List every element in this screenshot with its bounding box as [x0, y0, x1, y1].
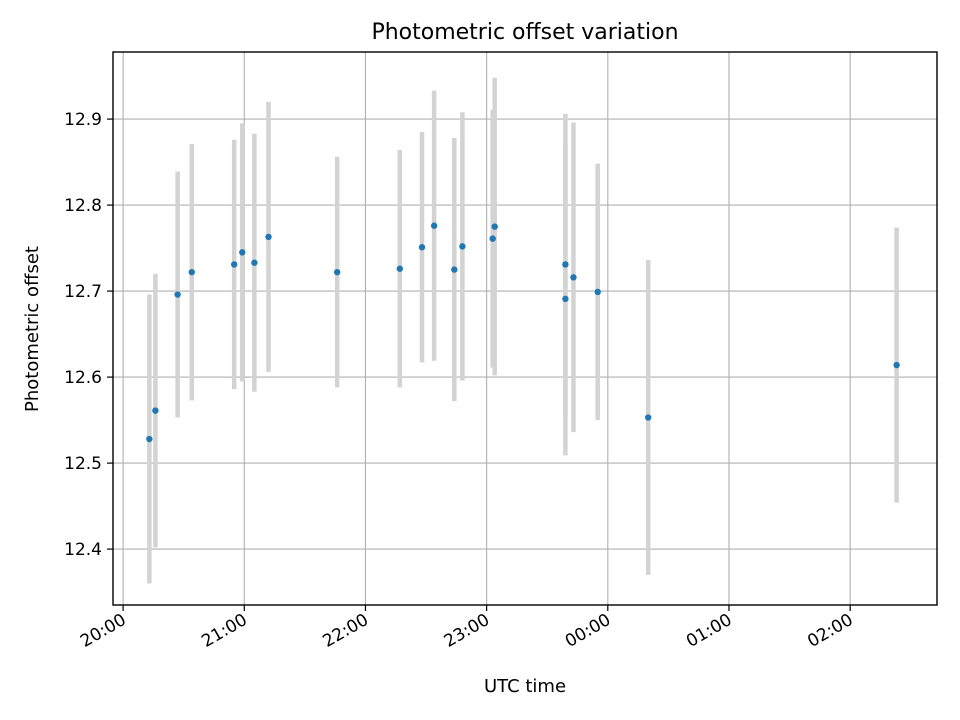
y-tick-label: 12.8: [64, 196, 102, 216]
data-point: [418, 244, 426, 251]
data-point: [491, 223, 498, 230]
y-tick-label: 12.6: [64, 368, 102, 388]
y-tick-label: 12.5: [64, 454, 102, 474]
data-point: [230, 261, 238, 268]
x-tick-label: 02:00: [804, 610, 856, 652]
y-tick-label: 12.7: [64, 282, 102, 302]
x-tick-label: 22:00: [320, 610, 372, 652]
data-point: [893, 361, 900, 369]
y-tick-label: 12.9: [64, 110, 102, 130]
data-point: [251, 259, 258, 266]
data-point: [562, 261, 569, 268]
x-tick-label: 20:00: [77, 610, 129, 652]
grid: [113, 52, 937, 605]
data-point: [594, 288, 601, 296]
data-points: [146, 222, 900, 443]
x-tick-label: 23:00: [441, 610, 493, 652]
x-tick-label: 00:00: [562, 610, 614, 652]
data-point: [570, 274, 577, 281]
data-point: [489, 235, 496, 242]
data-point: [644, 414, 652, 421]
data-point: [239, 249, 246, 256]
data-point: [152, 407, 159, 414]
data-point: [265, 233, 272, 241]
x-tick-label: 21:00: [198, 610, 250, 652]
y-tick-label: 12.4: [64, 540, 102, 560]
data-point: [451, 266, 458, 273]
data-point: [188, 268, 195, 276]
chart-title: Photometric offset variation: [371, 20, 678, 45]
x-tick-label: 01:00: [683, 610, 735, 652]
y-axis-label: Photometric offset: [22, 246, 43, 412]
data-point: [174, 291, 181, 298]
x-axis-label: UTC time: [484, 676, 566, 697]
data-point: [430, 222, 438, 229]
data-point: [562, 295, 569, 303]
data-point: [146, 435, 153, 443]
data-point: [396, 265, 403, 272]
error-bars: [147, 77, 899, 584]
plot-frame: [112, 51, 938, 606]
data-point: [459, 243, 466, 250]
data-point: [333, 268, 341, 276]
